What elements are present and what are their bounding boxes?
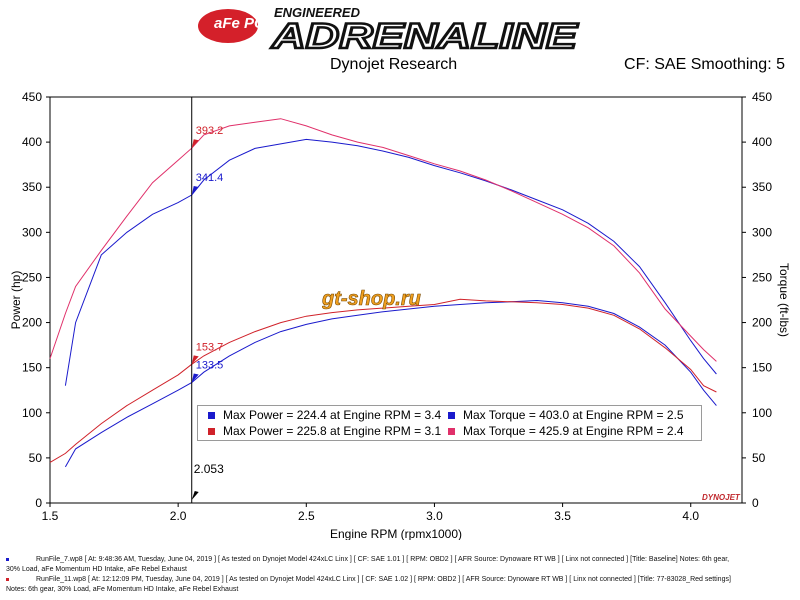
legend-swatch	[448, 427, 455, 435]
y-tick-label: 400	[22, 135, 42, 149]
y-tick-label: 100	[22, 406, 42, 420]
y2-tick-label: 400	[752, 135, 772, 149]
cursor-value-label: 393.2	[196, 125, 224, 137]
legend-text: Max Torque = 425.9 at Engine RPM = 2.4	[463, 424, 684, 438]
y2-tick-label: 50	[752, 451, 766, 465]
y-tick-label: 150	[22, 361, 42, 375]
y2-tick-label: 0	[752, 496, 759, 510]
legend-swatch	[208, 427, 215, 435]
legend-item-blue-torque: Max Torque = 403.0 at Engine RPM = 2.5	[448, 407, 684, 423]
legend-item-red-power: Max Power = 225.8 at Engine RPM = 3.1	[208, 423, 441, 439]
legend-text: Max Torque = 403.0 at Engine RPM = 2.5	[463, 408, 684, 422]
logo-badge	[198, 9, 258, 43]
run-file-notes: RunFile_7.wp8 [ At: 9:48:36 AM, Tuesday,…	[6, 555, 796, 595]
series-line-1	[64, 299, 717, 468]
legend-item-red-torque: Max Torque = 425.9 at Engine RPM = 2.4	[448, 423, 684, 439]
run-file-note-2-text: RunFile_11.wp8 [ At: 12:12:09 PM, Tuesda…	[36, 576, 731, 583]
cursor-value-arrow	[191, 355, 199, 365]
y2-axis-label: Torque (ft-lbs)	[777, 263, 791, 337]
x-tick-label: 1.5	[42, 509, 59, 523]
y-tick-label: 250	[22, 270, 42, 284]
series-line-3	[64, 138, 717, 386]
y-tick-label: 350	[22, 180, 42, 194]
dyno-chart: 0 0 50 50 100 100 150 150 200 200 250 250 300 300 350 3…	[9, 90, 791, 540]
cursor-value-label: 153.7	[196, 341, 224, 353]
run-file-marker-blue	[6, 558, 9, 561]
run-file-note-1-text: RunFile_7.wp8 [ At: 9:48:36 AM, Tuesday,…	[36, 556, 730, 563]
y-axis-label: Power (hp)	[9, 271, 23, 330]
legend-text: Max Power = 224.4 at Engine RPM = 3.4	[223, 408, 442, 422]
cursor-value-arrow	[191, 373, 199, 383]
y-tick-label: 450	[22, 90, 42, 104]
run-file-note-1-cont: 30% Load, aFe Momentum HD Intake, aFe Re…	[6, 566, 187, 573]
legend-text: Max Power = 225.8 at Engine RPM = 3.1	[223, 424, 442, 438]
x-tick-label: 2.0	[170, 509, 187, 523]
x-tick-label: 4.0	[682, 509, 699, 523]
run-file-note-2-cont: Notes: 6th gear, 30% Load, aFe Momentum …	[6, 586, 239, 593]
logo-badge-text: aFe POWER	[214, 15, 301, 32]
x-tick-label: 2.5	[298, 509, 315, 523]
cf-smoothing-label: CF: SAE Smoothing: 5	[624, 56, 785, 73]
y-tick-label: 50	[29, 451, 43, 465]
x-axis-label: Engine RPM (rpmx1000)	[330, 527, 462, 540]
series-line-4	[49, 118, 717, 362]
x-tick-label: 3.5	[554, 509, 571, 523]
cursor-value-arrow	[191, 185, 199, 195]
logo-small-text: ENGINEERED	[274, 5, 361, 20]
cursor-value-label: 133.5	[196, 360, 224, 372]
chart-header-title: Dynojet Research	[330, 56, 458, 73]
y-tick-label: 300	[22, 225, 42, 239]
y2-tick-label: 150	[752, 361, 772, 375]
afe-adrenaline-logo: aFe POWER ENGINEERED ADRENALINE	[198, 5, 580, 52]
cursor-arrow	[191, 491, 199, 500]
chart-legend: Max Power = 224.4 at Engine RPM = 3.4 Ma…	[197, 405, 702, 441]
y2-tick-label: 300	[752, 225, 772, 239]
legend-swatch	[208, 411, 215, 419]
run-file-marker-red	[6, 578, 9, 581]
logo-big-text: ADRENALINE	[271, 17, 580, 52]
dynojet-brand-mark: DYNOJET	[702, 493, 741, 502]
watermark-text: gt-shop.ru	[322, 288, 421, 310]
y2-tick-label: 450	[752, 90, 772, 104]
y-tick-label: 200	[22, 316, 42, 330]
x-tick-label: 3.0	[426, 509, 443, 523]
y2-tick-label: 350	[752, 180, 772, 194]
run-file-note-2: RunFile_11.wp8 [ At: 12:12:09 PM, Tuesda…	[6, 575, 796, 585]
cursor-value-label: 341.4	[196, 172, 224, 184]
watermark: gt-shop.ru	[321, 287, 482, 316]
legend-item-blue-power: Max Power = 224.4 at Engine RPM = 3.4	[208, 407, 441, 423]
y2-tick-label: 200	[752, 316, 772, 330]
run-file-note-1: RunFile_7.wp8 [ At: 9:48:36 AM, Tuesday,…	[6, 555, 796, 565]
y2-tick-label: 100	[752, 406, 772, 420]
cursor-value-arrow	[191, 139, 199, 149]
legend-swatch	[448, 411, 455, 419]
series-line-2	[49, 298, 717, 463]
y2-tick-label: 250	[752, 270, 772, 284]
cursor-label: 2.053	[194, 462, 224, 476]
y-tick-label: 0	[35, 496, 42, 510]
